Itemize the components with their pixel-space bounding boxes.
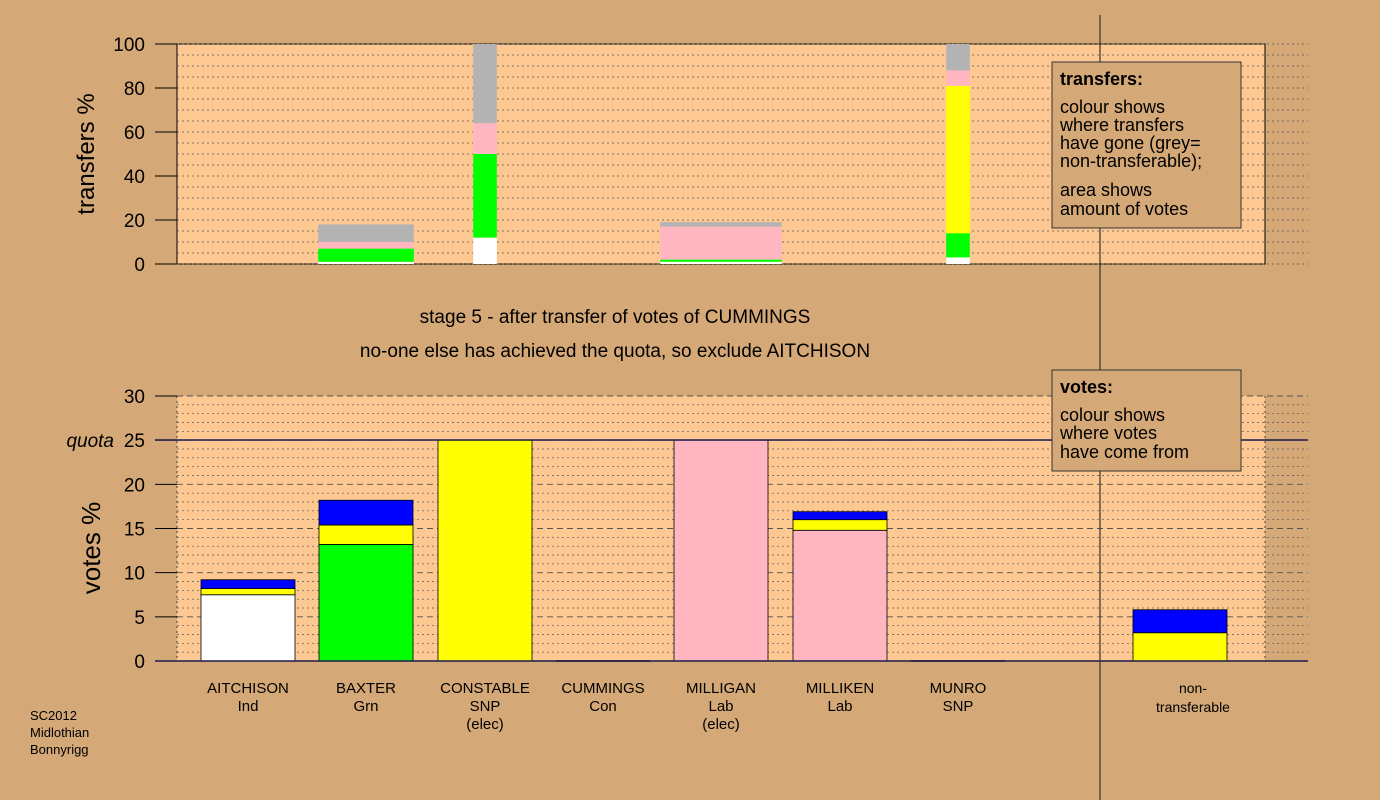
votes-legend-heading: votes: xyxy=(1060,377,1113,397)
transfer-segment-pink xyxy=(318,242,414,249)
votes-legend: votes: colour shows where votes have com… xyxy=(1051,369,1242,472)
vote-segment-blue xyxy=(318,499,414,526)
vote-segment-blue xyxy=(792,511,888,521)
quota-label: quota xyxy=(66,431,114,452)
votes-y-tick-label: 10 xyxy=(124,564,145,585)
candidate-labels: AITCHISONIndBAXTERGrnCONSTABLESNP(elec)C… xyxy=(207,680,986,733)
transfer-segment-green xyxy=(660,259,782,262)
candidate-party: Grn xyxy=(353,698,378,715)
candidate-party: SNP xyxy=(943,698,974,715)
vote-segment-green xyxy=(318,544,414,662)
vote-segment-pink xyxy=(792,529,888,662)
candidate-name: BAXTER xyxy=(336,680,396,697)
vote-segment-yellow xyxy=(792,519,888,531)
transfer-segment-white xyxy=(660,261,782,264)
transfer-segment-green xyxy=(473,154,497,238)
votes-y-tick-label: 0 xyxy=(134,652,145,673)
transfers-legend-heading: transfers: xyxy=(1060,69,1143,89)
candidate-name: AITCHISON xyxy=(207,680,289,697)
footer-line: Midlothian xyxy=(30,725,89,740)
transfers-legend-line: non-transferable); xyxy=(1060,151,1202,171)
vote-segment-white xyxy=(200,594,296,662)
candidate-status: (elec) xyxy=(702,716,740,733)
votes-y-tick-label: 25 xyxy=(124,431,145,452)
transfer-segment-grey xyxy=(318,224,414,242)
transfer-segment-white xyxy=(946,257,970,264)
transfer-segment-yellow xyxy=(946,85,970,234)
votes-y-axis-label: votes % xyxy=(76,502,106,595)
votes-y-tick-label: 20 xyxy=(124,475,145,496)
candidate-party: Ind xyxy=(238,698,259,715)
transfer-segment-pink xyxy=(660,226,782,260)
votes-legend-line: where votes xyxy=(1059,423,1157,443)
transfers-y-tick-label: 40 xyxy=(124,167,145,188)
votes-legend-line: have come from xyxy=(1060,442,1189,462)
nontransferable-label: non- xyxy=(1179,680,1207,696)
votes-y-tick-label: 30 xyxy=(124,387,145,408)
transfers-legend-line: amount of votes xyxy=(1060,199,1188,219)
vote-segment-yellow xyxy=(437,439,533,662)
vote-segment-blue xyxy=(200,579,296,589)
transfers-legend-line: area shows xyxy=(1060,180,1152,200)
votes-legend-line: colour shows xyxy=(1060,405,1165,425)
candidate-party: Con xyxy=(589,698,617,715)
votes-y-ticks: 0 5 10 15 20 25 30 xyxy=(124,387,177,673)
candidate-party: SNP xyxy=(470,698,501,715)
stage-title: stage 5 - after transfer of votes of CUM… xyxy=(420,307,811,328)
transfer-segment-white xyxy=(473,237,497,264)
candidate-name: CUMMINGS xyxy=(561,680,644,697)
transfers-y-tick-label: 80 xyxy=(124,79,145,100)
transfer-segment-green xyxy=(318,248,414,262)
transfer-segment-grey xyxy=(946,44,970,71)
transfers-legend-line: colour shows xyxy=(1060,97,1165,117)
transfers-y-tick-label: 20 xyxy=(124,211,145,232)
transfers-y-ticks: 0 20 40 60 80 100 xyxy=(113,35,177,276)
transfer-segment-green xyxy=(946,233,970,258)
transfer-segment-pink xyxy=(946,70,970,86)
candidate-party: Lab xyxy=(827,698,852,715)
candidate-name: MUNRO xyxy=(930,680,987,697)
transfers-y-tick-label: 100 xyxy=(113,35,145,56)
transfers-legend: transfers: colour shows where transfers … xyxy=(1051,61,1242,229)
vote-segment-yellow xyxy=(318,524,414,545)
vote-segment-blue xyxy=(1132,609,1228,634)
candidate-status: (elec) xyxy=(466,716,504,733)
candidate-name: CONSTABLE xyxy=(440,680,530,697)
candidate-party: Lab xyxy=(708,698,733,715)
nontransferable-label: transferable xyxy=(1156,699,1230,715)
transfer-segment-grey xyxy=(473,44,497,124)
transfers-y-tick-label: 60 xyxy=(124,123,145,144)
transfers-y-axis-label: transfers % xyxy=(73,93,100,214)
votes-y-tick-label: 5 xyxy=(134,608,145,629)
stage-subtitle: no-one else has achieved the quota, so e… xyxy=(360,341,870,362)
transfer-segment-white xyxy=(318,261,414,264)
votes-bars xyxy=(200,439,1228,662)
transfers-legend-line: where transfers xyxy=(1059,115,1184,135)
candidate-name: MILLIKEN xyxy=(806,680,874,697)
transfer-segment-grey xyxy=(660,222,782,227)
votes-y-tick-label: 15 xyxy=(124,520,145,541)
footer-line: Bonnyrigg xyxy=(30,742,89,757)
transfer-segment-pink xyxy=(473,123,497,154)
transfers-legend-line: have gone (grey= xyxy=(1060,133,1201,153)
transfers-bars xyxy=(318,44,970,264)
vote-segment-pink xyxy=(673,439,769,662)
candidate-name: MILLIGAN xyxy=(686,680,756,697)
vote-segment-yellow xyxy=(1132,632,1228,662)
footer-line: SC2012 xyxy=(30,708,77,723)
vote-segment-yellow xyxy=(200,588,296,596)
transfers-y-tick-label: 0 xyxy=(134,255,145,276)
